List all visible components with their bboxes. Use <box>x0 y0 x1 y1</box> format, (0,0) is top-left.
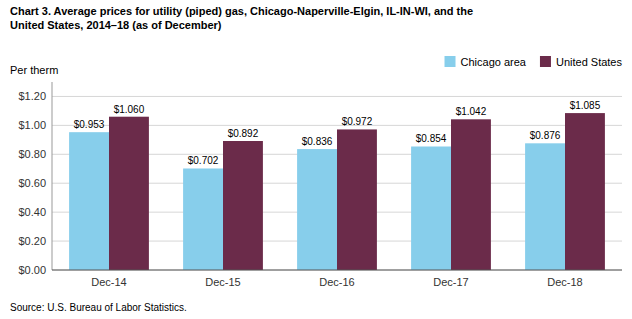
bar <box>451 119 491 270</box>
y-axis-label: Per therm <box>10 64 58 76</box>
bar <box>337 129 377 270</box>
y-tick-label: $0.40 <box>18 206 46 218</box>
bar <box>109 117 149 270</box>
data-label: $0.876 <box>530 130 561 141</box>
data-label: $0.892 <box>228 128 259 139</box>
bar <box>411 146 451 270</box>
bar <box>223 141 263 270</box>
y-tick-label: $0.00 <box>18 264 46 276</box>
data-label: $1.042 <box>456 106 487 117</box>
y-tick-label: $0.60 <box>18 177 46 189</box>
y-tick-label: $1.00 <box>18 119 46 131</box>
legend-swatch <box>540 56 551 67</box>
data-label: $0.836 <box>302 136 333 147</box>
data-label: $0.972 <box>342 116 373 127</box>
data-label: $1.085 <box>570 100 601 111</box>
title-line: Chart 3. Average prices for utility (pip… <box>10 5 473 17</box>
data-label: $1.060 <box>114 104 145 115</box>
x-tick-label: Dec-18 <box>547 276 582 288</box>
x-tick-label: Dec-15 <box>205 276 240 288</box>
x-axis-line <box>52 270 622 271</box>
legend: Chicago area United States <box>445 56 623 68</box>
legend-entry: United States <box>556 56 623 68</box>
legend-entry: Chicago area <box>461 56 527 68</box>
x-tick-label: Dec-17 <box>433 276 468 288</box>
bar <box>525 143 565 270</box>
data-label: $0.953 <box>74 119 105 130</box>
bar <box>183 168 223 270</box>
bar <box>565 113 605 270</box>
y-tick-label: $0.20 <box>18 235 46 247</box>
bars <box>69 113 605 270</box>
x-tick-label: Dec-16 <box>319 276 354 288</box>
legend-swatch <box>445 56 456 67</box>
grid-line <box>52 270 622 271</box>
chart: Chart 3. Average prices for utility (pip… <box>0 0 632 319</box>
title: Chart 3. Average prices for utility (pip… <box>10 5 473 31</box>
title-line: United States, 2014–18 (as of December) <box>10 19 222 31</box>
y-tick-label: $1.20 <box>18 90 46 102</box>
x-tick-label: Dec-14 <box>91 276 126 288</box>
source-note: Source: U.S. Bureau of Labor Statistics. <box>10 302 187 313</box>
data-label: $0.854 <box>416 133 447 144</box>
data-label: $0.702 <box>188 155 219 166</box>
y-tick-label: $0.80 <box>18 148 46 160</box>
grid-line <box>52 96 622 97</box>
bar <box>69 132 109 270</box>
bar <box>297 149 337 270</box>
y-axis-line <box>52 82 53 270</box>
